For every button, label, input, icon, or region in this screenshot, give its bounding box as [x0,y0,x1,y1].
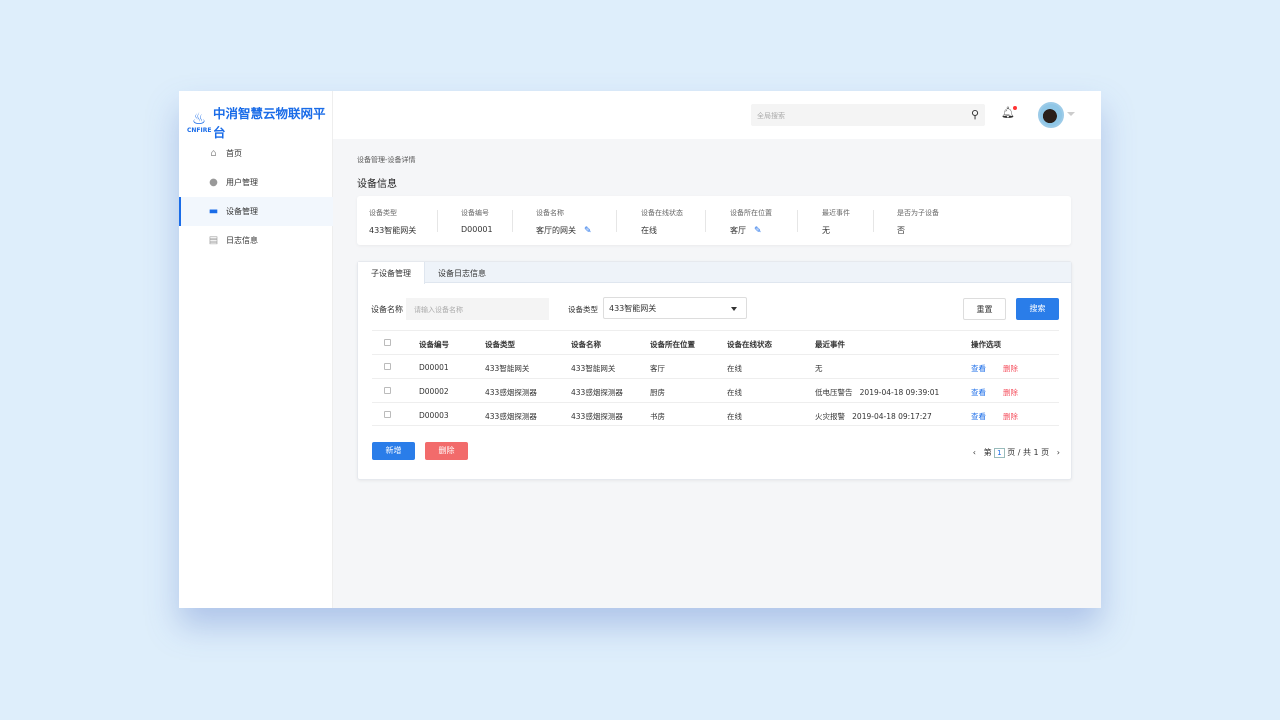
dropdown-arrow-icon [731,307,737,311]
sidebar-item-label: 设备管理 [226,207,258,216]
subdevice-panel: 子设备管理 设备日志信息 设备名称 请输入设备名称 设备类型 433智能网关 重… [357,261,1072,480]
app-title: 中消智慧云物联网平台 [213,106,326,140]
bell-icon[interactable]: 🔔︎ [1001,106,1017,119]
add-button[interactable]: 新增 [372,442,415,460]
pagination: ‹ 第 1 页 / 共 1 页 › [972,448,1060,458]
table-row: D00001 433智能网关 433智能网关 客厅 在线无 查看 删除 [372,354,1059,378]
device-info-card: 设备类型 433智能网关 设备编号 D00001 设备名称 客厅的网关 ✎ 设备在线状态… [357,196,1071,245]
info-device-name: 设备名称 客厅的网关 ✎ [536,209,592,236]
sidebar-item-logs[interactable]: ▤ 日志信息 [179,226,333,255]
breadcrumb: 设备管理-设备详情 [357,156,416,164]
tab-subdevices[interactable]: 子设备管理 [358,262,425,284]
delete-link[interactable]: 删除 [1003,412,1018,421]
global-search-input[interactable]: 全局搜索 ⚲ [751,104,985,126]
search-icon[interactable]: ⚲ [970,108,979,121]
view-link[interactable]: 查看 [971,388,986,397]
reset-button[interactable]: 重置 [963,298,1006,320]
sidebar-item-label: 首页 [226,149,242,158]
device-name-input[interactable]: 请输入设备名称 [406,298,549,320]
row-checkbox[interactable] [384,411,391,418]
top-bar: 全局搜索 ⚲ 🔔︎ [333,91,1101,139]
search-placeholder: 全局搜索 [757,112,785,120]
info-is-subdevice: 是否为子设备否 [897,209,939,235]
tab-device-logs[interactable]: 设备日志信息 [438,269,486,278]
view-link[interactable]: 查看 [971,364,986,373]
sidebar-item-devices[interactable]: ▬ 设备管理 [179,197,333,226]
notification-dot [1012,106,1017,110]
avatar[interactable] [1038,102,1064,128]
info-device-type: 设备类型 433智能网关 [369,209,417,235]
delete-link[interactable]: 删除 [1003,388,1018,397]
sidebar-item-users[interactable]: ● 用户管理 [179,168,333,197]
row-checkbox[interactable] [384,387,391,394]
row-checkbox[interactable] [384,363,391,370]
edit-icon[interactable]: ✎ [754,226,762,236]
info-online-status: 设备在线状态 在线 [641,209,683,235]
type-filter-label: 设备类型 [568,305,598,314]
sidebar: ♨ CNFIRE 中消智慧云物联网平台 ⌂ 首页 ● 用户管理 ▬ 设备管理 ▤ 日志信息 [179,91,333,608]
tab-bar: 子设备管理 设备日志信息 [358,262,1071,284]
app-window: ♨ CNFIRE 中消智慧云物联网平台 ⌂ 首页 ● 用户管理 ▬ 设备管理 ▤ 日志信息… [179,91,1101,608]
logo[interactable]: ♨ CNFIRE 中消智慧云物联网平台 [187,103,332,141]
table-row: D00002 433感烟探测器 433感烟探测器 厨房 在线 低电压警告 2019-04-… [372,378,1059,402]
info-device-id: 设备编号 D00001 [461,209,493,234]
table-row: D00003 433感烟探测器 433感烟探测器 书房 在线 火灾报警 2019-04-1… [372,402,1059,426]
page-number-input[interactable]: 1 [994,448,1005,458]
home-icon: ⌂ [210,148,217,159]
sidebar-item-home[interactable]: ⌂ 首页 [179,139,333,168]
search-button[interactable]: 搜索 [1016,298,1059,320]
sidebar-item-label: 用户管理 [226,178,258,187]
delete-link[interactable]: 删除 [1003,364,1018,373]
next-page-icon[interactable]: › [1056,448,1060,457]
router-icon: ▬ [208,206,219,217]
name-filter-label: 设备名称 [371,305,403,314]
user-icon: ● [209,177,218,188]
info-recent-event: 最近事件无 [822,209,850,235]
table-header: 设备编号 设备类型 设备名称 设备所在位置 设备在线状态 最近事件 操作选项 [372,330,1059,354]
sidebar-item-label: 日志信息 [226,236,258,245]
select-all-checkbox[interactable] [384,339,391,346]
view-link[interactable]: 查看 [971,412,986,421]
page-title: 设备信息 [357,179,397,190]
bulk-delete-button[interactable]: 删除 [425,442,468,460]
sidebar-nav: ⌂ 首页 ● 用户管理 ▬ 设备管理 ▤ 日志信息 [179,139,333,255]
flame-logo-icon: ♨ CNFIRE [187,108,212,134]
info-location: 设备所在位置 客厅 ✎ [730,209,772,236]
chevron-down-icon[interactable] [1067,112,1075,116]
device-type-select[interactable]: 433智能网关 [603,297,747,319]
edit-icon[interactable]: ✎ [584,226,592,236]
prev-page-icon[interactable]: ‹ [972,448,976,457]
clipboard-icon: ▤ [208,235,219,246]
